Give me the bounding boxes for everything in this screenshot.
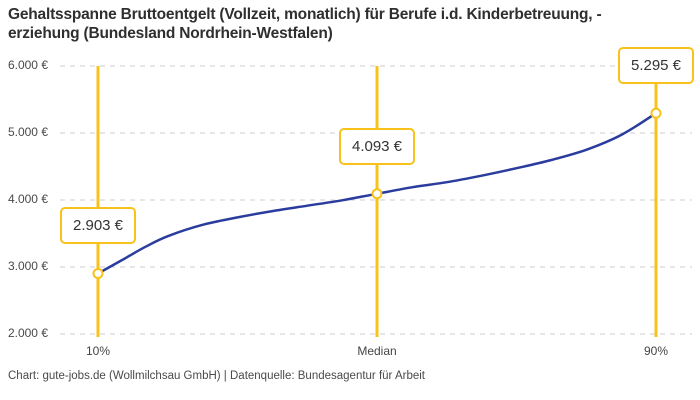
- data-point-marker-median: [371, 188, 383, 200]
- chart-attribution: Chart: gute-jobs.de (Wollmilchsau GmbH) …: [8, 370, 425, 382]
- y-axis-label-3000: 3.000 €: [7, 259, 48, 273]
- y-axis-label-6000: 6.000 €: [7, 58, 48, 72]
- chart-title-line1: Gehaltsspanne Bruttoentgelt (Vollzeit, m…: [8, 6, 602, 23]
- chart-title: Gehaltsspanne Bruttoentgelt (Vollzeit, m…: [8, 5, 602, 43]
- value-label-median: 4.093 €: [338, 127, 416, 165]
- point-markers: [92, 107, 662, 279]
- y-axis-label-5000: 5.000 €: [7, 125, 48, 139]
- percentile-lines: [96, 66, 658, 337]
- x-axis-label-median: Median: [357, 344, 397, 358]
- value-label-90%: 5.295 €: [617, 47, 695, 85]
- x-axis-label-10%: 10%: [85, 344, 111, 358]
- x-axis-label-90%: 90%: [643, 344, 669, 358]
- value-label-10%: 2.903 €: [59, 207, 137, 245]
- data-point-marker-10%: [92, 267, 104, 279]
- data-point-marker-90%: [650, 107, 662, 119]
- y-axis-label-4000: 4.000 €: [7, 192, 48, 206]
- y-axis-label-2000: 2.000 €: [7, 326, 48, 340]
- salary-curve: [96, 111, 658, 275]
- chart-title-line2: erziehung (Bundesland Nordrhein-Westfale…: [8, 25, 333, 42]
